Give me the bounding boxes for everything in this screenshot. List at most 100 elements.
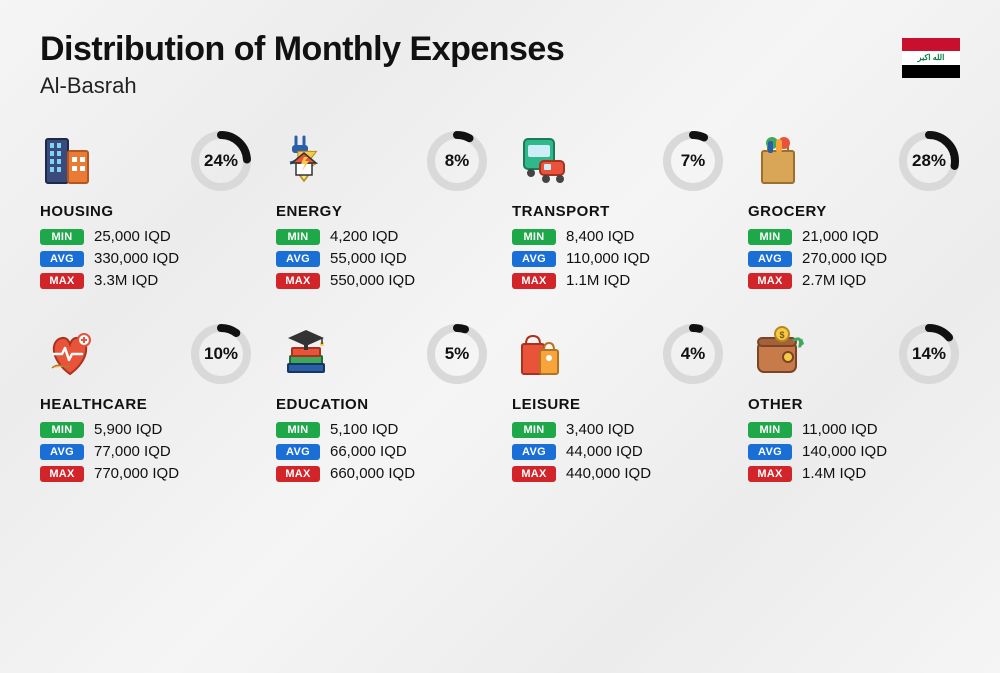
header: Distribution of Monthly Expenses Al-Basr… [40,30,960,99]
percent-donut: 24% [190,130,252,192]
stat-avg: AVG 77,000 IQD [40,443,252,460]
housing-icon [40,131,100,191]
stat-max: MAX 660,000 IQD [276,465,488,482]
expense-card: 8% ENERGY MIN 4,200 IQD AVG 55,000 IQD M… [276,129,488,294]
avg-tag: AVG [276,251,320,267]
category-name: GROCERY [748,203,960,220]
stat-min: MIN 5,900 IQD [40,421,252,438]
expense-card: 24% HOUSING MIN 25,000 IQD AVG 330,000 I… [40,129,252,294]
expense-card: 28% GROCERY MIN 21,000 IQD AVG 270,000 I… [748,129,960,294]
stat-max: MAX 1.4M IQD [748,465,960,482]
min-tag: MIN [748,422,792,438]
avg-tag: AVG [512,444,556,460]
category-name: ENERGY [276,203,488,220]
avg-tag: AVG [276,444,320,460]
max-value: 1.1M IQD [566,272,630,289]
avg-value: 44,000 IQD [566,443,643,460]
avg-value: 140,000 IQD [802,443,887,460]
min-value: 11,000 IQD [802,421,878,438]
expense-card: $ 14% OTHER MIN 11,000 IQD AVG 140,000 I… [748,322,960,487]
category-name: OTHER [748,396,960,413]
percent-donut: 10% [190,323,252,385]
stat-min: MIN 4,200 IQD [276,228,488,245]
flag-icon: الله اكبر [902,38,960,78]
max-value: 2.7M IQD [802,272,866,289]
avg-tag: AVG [40,251,84,267]
min-tag: MIN [40,229,84,245]
avg-tag: AVG [748,251,792,267]
stat-min: MIN 8,400 IQD [512,228,724,245]
healthcare-icon [40,324,100,384]
min-tag: MIN [276,422,320,438]
stat-min: MIN 5,100 IQD [276,421,488,438]
stat-avg: AVG 330,000 IQD [40,250,252,267]
percent-donut: 5% [426,323,488,385]
min-tag: MIN [40,422,84,438]
stat-avg: AVG 140,000 IQD [748,443,960,460]
avg-value: 77,000 IQD [94,443,171,460]
min-tag: MIN [512,229,556,245]
max-tag: MAX [40,466,84,482]
svg-text:$: $ [779,330,784,340]
page-subtitle: Al-Basrah [40,73,960,99]
min-tag: MIN [276,229,320,245]
max-tag: MAX [276,273,320,289]
stat-min: MIN 11,000 IQD [748,421,960,438]
stat-max: MAX 440,000 IQD [512,465,724,482]
avg-value: 270,000 IQD [802,250,887,267]
min-value: 25,000 IQD [94,228,171,245]
category-name: LEISURE [512,396,724,413]
stat-min: MIN 3,400 IQD [512,421,724,438]
stat-min: MIN 25,000 IQD [40,228,252,245]
max-tag: MAX [748,273,792,289]
min-value: 8,400 IQD [566,228,634,245]
percent-label: 8% [426,130,488,192]
stat-avg: AVG 55,000 IQD [276,250,488,267]
min-tag: MIN [748,229,792,245]
page-title: Distribution of Monthly Expenses [40,30,960,69]
min-value: 5,100 IQD [330,421,398,438]
stat-max: MAX 770,000 IQD [40,465,252,482]
max-tag: MAX [40,273,84,289]
stat-max: MAX 2.7M IQD [748,272,960,289]
education-icon [276,324,336,384]
percent-donut: 28% [898,130,960,192]
min-value: 5,900 IQD [94,421,162,438]
stat-max: MAX 1.1M IQD [512,272,724,289]
avg-tag: AVG [40,444,84,460]
expense-card: 5% EDUCATION MIN 5,100 IQD AVG 66,000 IQ… [276,322,488,487]
stat-avg: AVG 44,000 IQD [512,443,724,460]
percent-donut: 8% [426,130,488,192]
max-tag: MAX [276,466,320,482]
stat-avg: AVG 66,000 IQD [276,443,488,460]
category-name: TRANSPORT [512,203,724,220]
max-tag: MAX [512,273,556,289]
category-name: EDUCATION [276,396,488,413]
category-name: HEALTHCARE [40,396,252,413]
avg-value: 55,000 IQD [330,250,407,267]
percent-label: 4% [662,323,724,385]
percent-label: 14% [898,323,960,385]
expense-card: 4% LEISURE MIN 3,400 IQD AVG 44,000 IQD … [512,322,724,487]
grocery-icon [748,131,808,191]
stat-avg: AVG 110,000 IQD [512,250,724,267]
avg-value: 110,000 IQD [566,250,650,267]
percent-donut: 4% [662,323,724,385]
stat-max: MAX 550,000 IQD [276,272,488,289]
avg-tag: AVG [748,444,792,460]
percent-donut: 7% [662,130,724,192]
expense-card: 7% TRANSPORT MIN 8,400 IQD AVG 110,000 I… [512,129,724,294]
stat-avg: AVG 270,000 IQD [748,250,960,267]
max-tag: MAX [512,466,556,482]
avg-value: 66,000 IQD [330,443,407,460]
transport-icon [512,131,572,191]
other-icon: $ [748,324,808,384]
percent-label: 5% [426,323,488,385]
percent-label: 7% [662,130,724,192]
max-value: 770,000 IQD [94,465,179,482]
leisure-icon [512,324,572,384]
max-tag: MAX [748,466,792,482]
max-value: 550,000 IQD [330,272,415,289]
stat-min: MIN 21,000 IQD [748,228,960,245]
min-value: 4,200 IQD [330,228,398,245]
